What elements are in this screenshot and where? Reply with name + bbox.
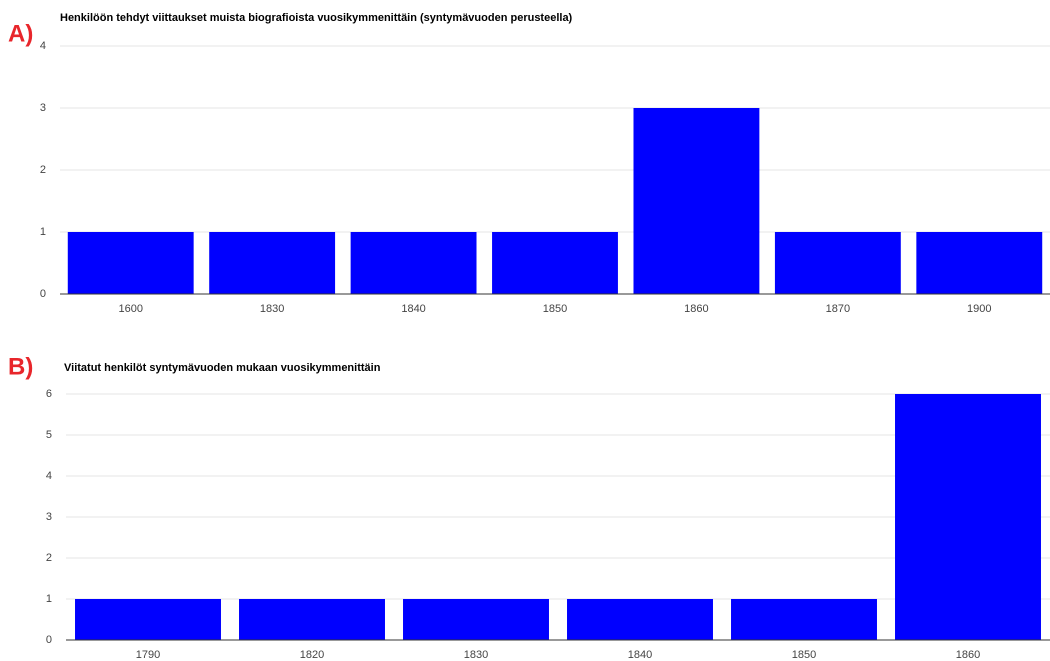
y-tick-label: 3: [46, 511, 52, 523]
bar: [774, 232, 901, 294]
bar: [567, 599, 713, 640]
y-tick-label: 0: [40, 288, 46, 300]
x-tick-label: 1820: [300, 649, 324, 661]
bar: [895, 394, 1041, 640]
x-tick-label: 1850: [792, 649, 816, 661]
x-tick-label: 1840: [628, 649, 652, 661]
x-tick-label: 1870: [826, 303, 850, 315]
x-tick-label: 1600: [118, 303, 142, 315]
y-tick-label: 2: [46, 552, 52, 564]
panel-label: A): [8, 20, 33, 47]
y-tick-label: 1: [46, 593, 52, 605]
bar: [731, 599, 877, 640]
bar: [209, 232, 336, 294]
x-tick-label: 1830: [260, 303, 284, 315]
x-tick-label: 1840: [401, 303, 425, 315]
x-tick-label: 1860: [684, 303, 708, 315]
x-tick-label: 1850: [543, 303, 567, 315]
chart-title: Henkilöön tehdyt viittaukset muista biog…: [60, 12, 573, 24]
panel-label: B): [8, 353, 33, 380]
bar: [350, 232, 477, 294]
y-tick-label: 5: [46, 429, 52, 441]
bar: [916, 232, 1043, 294]
y-tick-label: 2: [40, 164, 46, 176]
x-tick-label: 1790: [136, 649, 160, 661]
bar: [492, 232, 618, 294]
x-tick-label: 1830: [464, 649, 488, 661]
y-tick-label: 1: [40, 226, 46, 238]
y-tick-label: 4: [40, 40, 46, 52]
chart-title: Viitatut henkilöt syntymävuoden mukaan v…: [64, 362, 381, 374]
y-tick-label: 3: [40, 102, 46, 114]
y-tick-label: 0: [46, 634, 52, 646]
bar: [403, 599, 549, 640]
bar: [67, 232, 194, 294]
y-tick-label: 6: [46, 388, 52, 400]
bar: [75, 599, 221, 640]
x-tick-label: 1900: [967, 303, 991, 315]
y-tick-label: 4: [46, 470, 52, 482]
bar: [239, 599, 385, 640]
x-tick-label: 1860: [956, 649, 980, 661]
bar: [633, 108, 760, 294]
